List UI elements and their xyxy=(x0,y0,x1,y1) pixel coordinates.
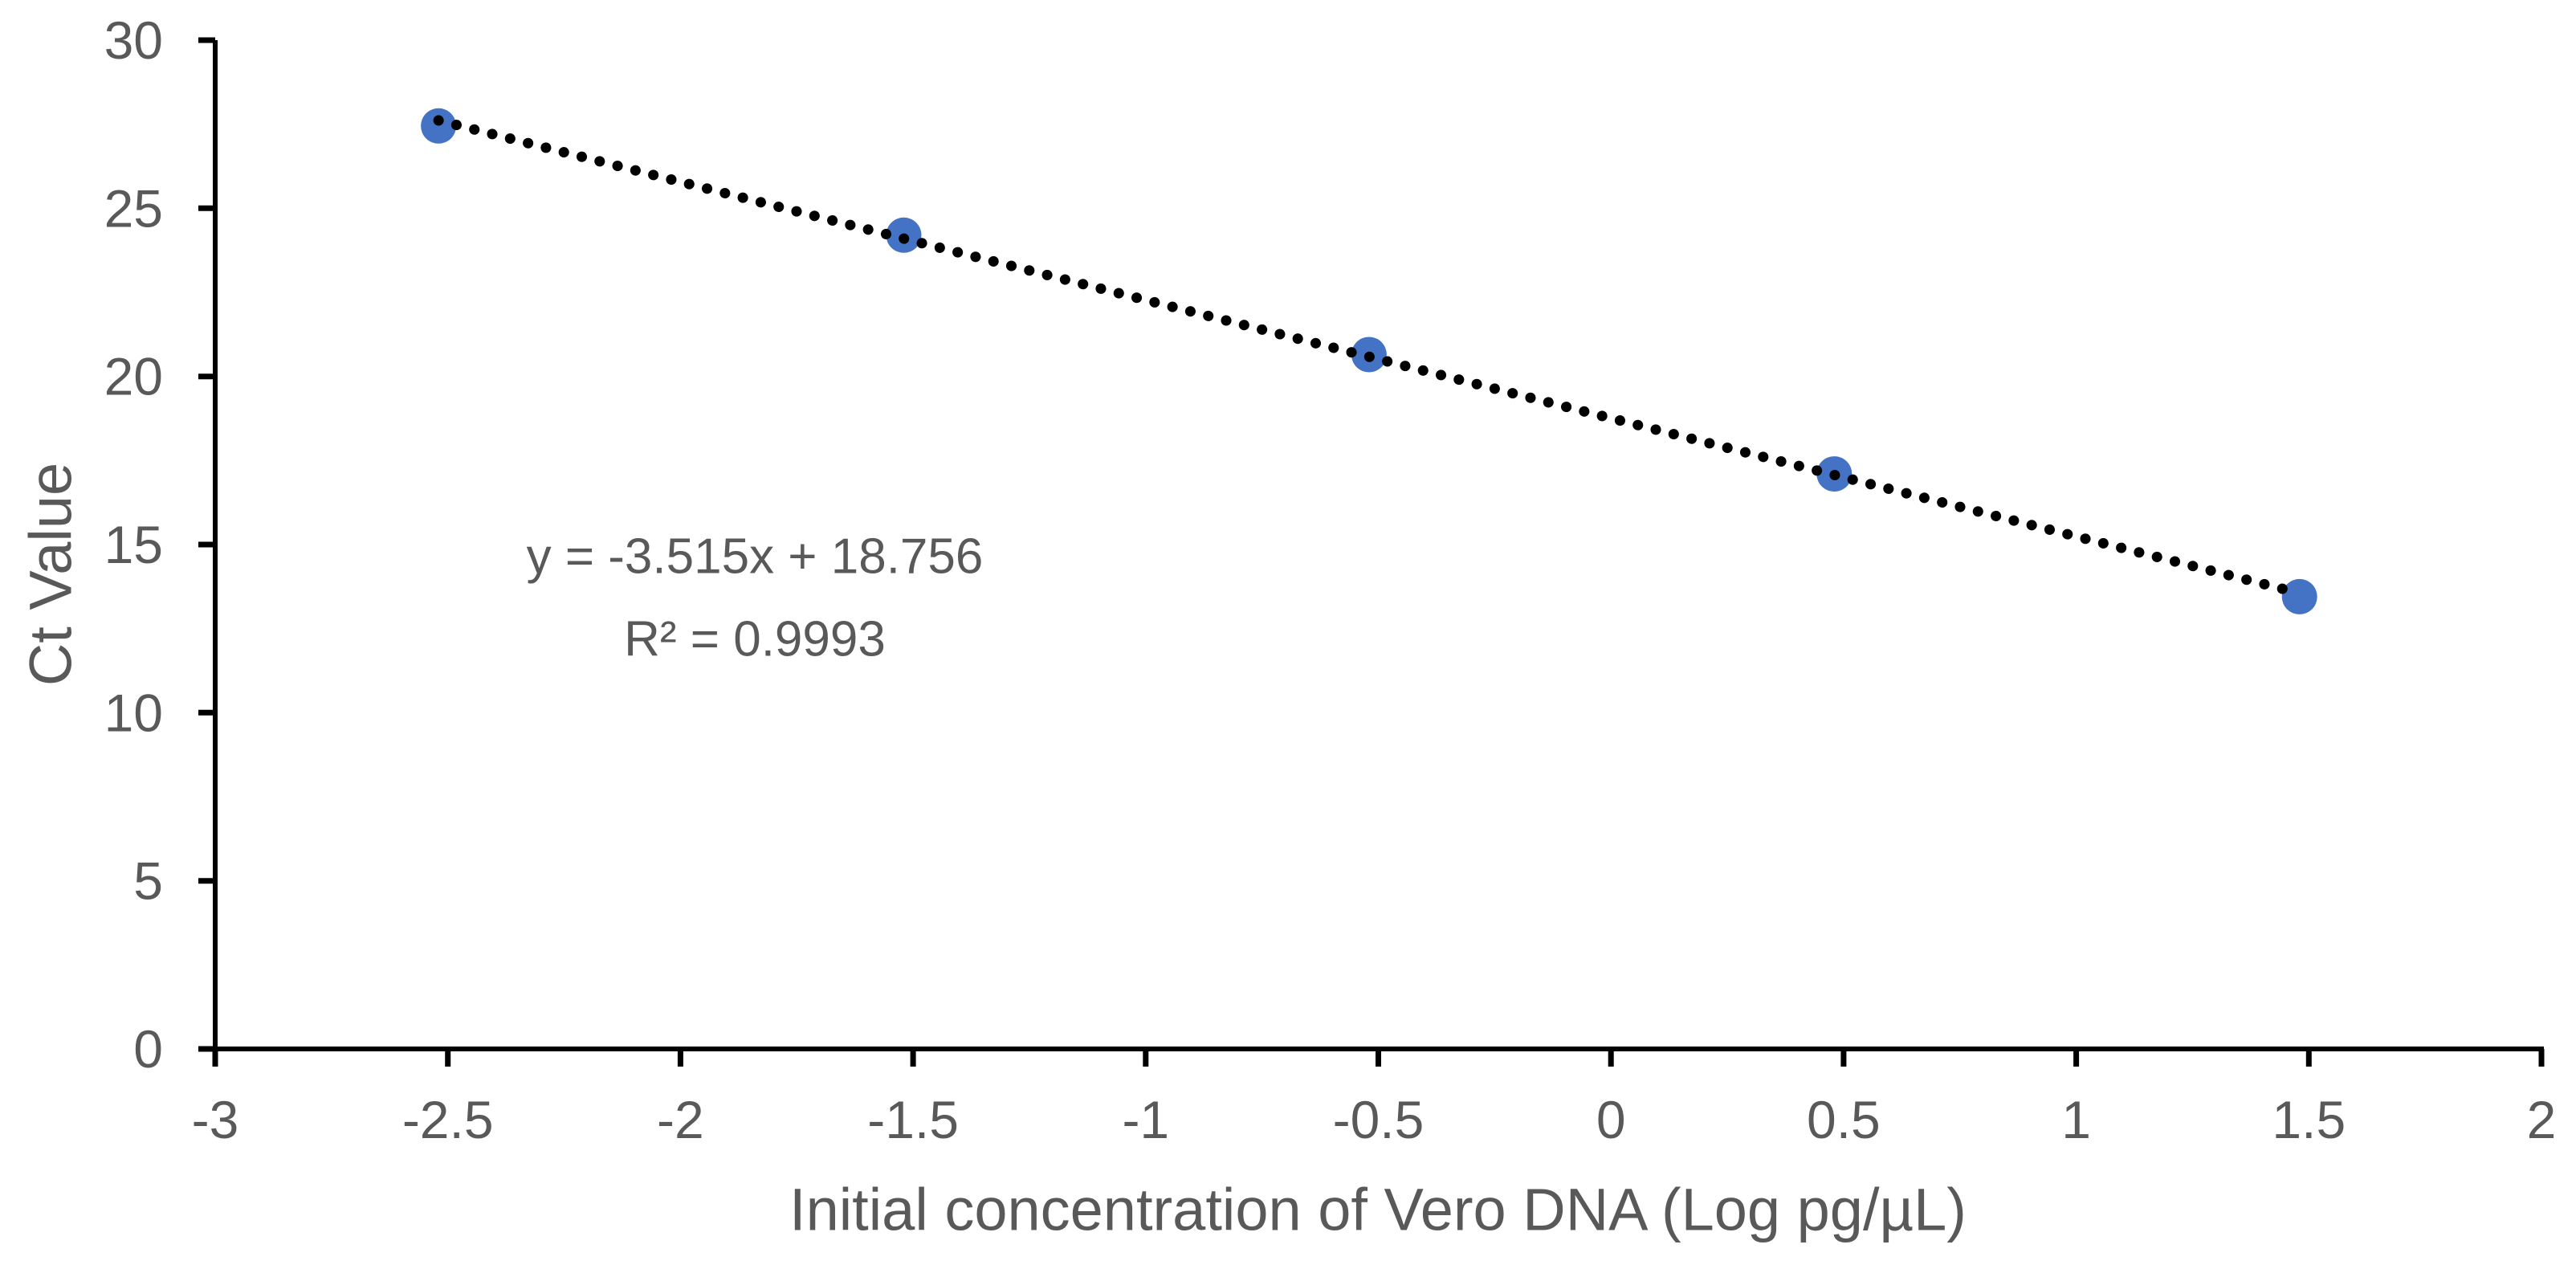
x-tick-label: -3 xyxy=(192,1090,239,1149)
data-point xyxy=(2281,578,2317,614)
y-tick-label: 25 xyxy=(104,178,163,238)
y-tick-label: 0 xyxy=(133,1019,163,1079)
trendline-equation-label: y = -3.515x + 18.756 xyxy=(527,529,984,585)
y-tick-label: 30 xyxy=(104,10,163,70)
x-tick-label: -2.5 xyxy=(402,1090,494,1149)
x-tick-label: -1 xyxy=(1122,1090,1169,1149)
x-tick-label: 1 xyxy=(2061,1090,2091,1149)
x-tick-label: 1.5 xyxy=(2272,1090,2346,1149)
y-axis-title: Ct Value xyxy=(18,463,84,686)
x-tick-label: 0.5 xyxy=(1807,1090,1881,1149)
y-tick-label: 20 xyxy=(104,347,163,406)
x-tick-label: -2 xyxy=(657,1090,704,1149)
trendline xyxy=(433,115,2305,598)
y-tick-label: 10 xyxy=(104,683,163,742)
x-tick-label: 2 xyxy=(2527,1090,2557,1149)
x-tick-label: 0 xyxy=(1596,1090,1626,1149)
x-tick-label: -0.5 xyxy=(1333,1090,1425,1149)
y-tick-label: 5 xyxy=(133,851,163,911)
x-axis-title: Initial concentration of Vero DNA (Log p… xyxy=(789,1177,1967,1243)
y-tick-label: 15 xyxy=(104,515,163,574)
data-point xyxy=(421,108,457,144)
trendline-r-squared-label: R² = 0.9993 xyxy=(624,612,886,667)
x-tick-label: -1.5 xyxy=(867,1090,959,1149)
